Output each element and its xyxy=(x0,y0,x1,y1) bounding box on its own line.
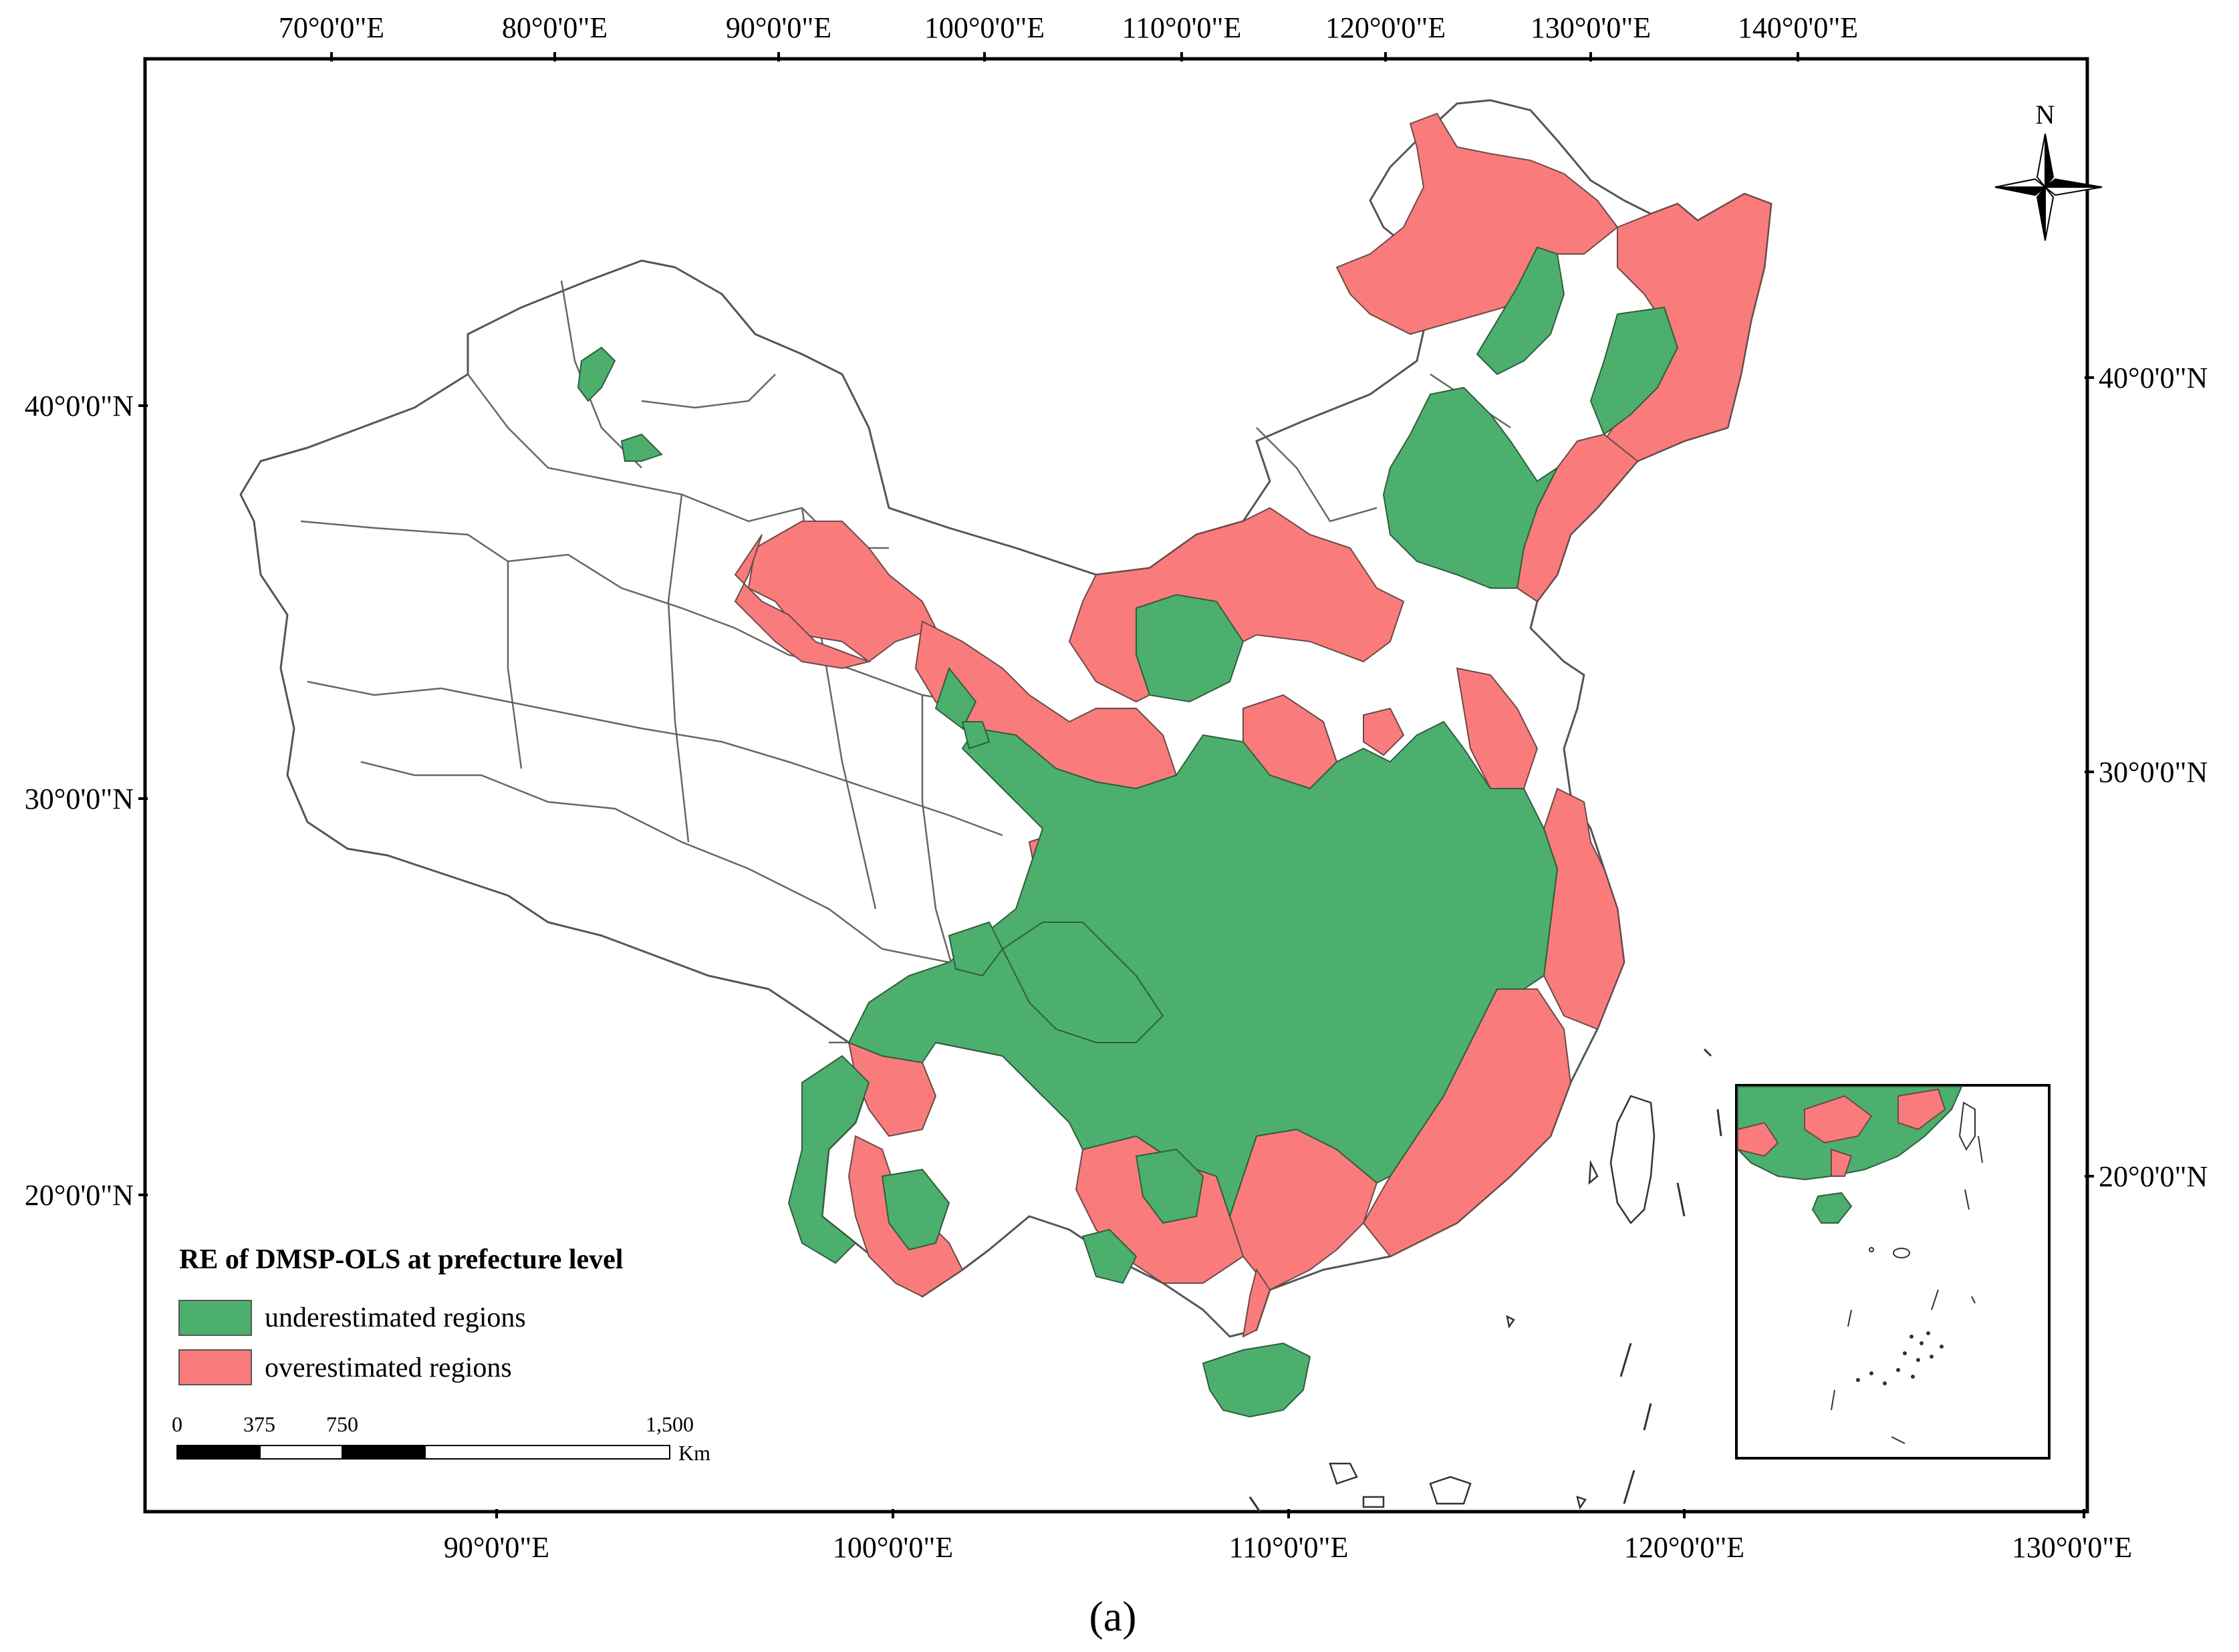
north-arrow: N xyxy=(1994,100,2103,241)
inset-overestimated xyxy=(1737,1088,1946,1177)
left-tick-label: 20°0'0"N xyxy=(25,1179,134,1212)
inset-taiwan xyxy=(1958,1101,1976,1151)
bottom-tick-label: 90°0'0"E xyxy=(444,1531,549,1564)
top-tick-label: 140°0'0"E xyxy=(1738,11,1858,44)
underestimated-region xyxy=(934,666,977,730)
inset-spratly-dots xyxy=(1856,1331,1944,1385)
legend-label-overestimated: overestimated regions xyxy=(265,1353,512,1383)
legend-swatch-underestimated xyxy=(178,1300,252,1336)
top-tick-label: 130°0'0"E xyxy=(1531,11,1651,44)
scale-label: 0 xyxy=(172,1412,182,1436)
left-tick-label: 30°0'0"N xyxy=(25,783,134,815)
inset-hainan xyxy=(1811,1192,1853,1224)
bottom-tick-label: 130°0'0"E xyxy=(2012,1531,2132,1564)
inset-map xyxy=(1735,1084,2051,1460)
legend-swatch-overestimated xyxy=(178,1349,252,1385)
underestimated-region xyxy=(881,1168,950,1251)
underestimated-region xyxy=(1382,386,1559,589)
underestimated-region xyxy=(847,720,1559,1219)
inset-islands xyxy=(1831,1135,1983,1444)
underestimated-region xyxy=(1135,1148,1204,1224)
right-tick-label: 20°0'0"N xyxy=(2099,1160,2208,1193)
legend-title: RE of DMSP-OLS at prefecture level xyxy=(179,1244,623,1275)
overestimated-region xyxy=(1363,707,1405,756)
north-label: N xyxy=(2036,100,2055,130)
left-axis: 40°0'0"N 30°0'0"N 20°0'0"N xyxy=(25,390,148,1212)
islands xyxy=(1329,1095,1656,1510)
underestimated-region xyxy=(948,921,1004,977)
underestimated-region xyxy=(577,346,616,402)
bottom-tick-label: 120°0'0"E xyxy=(1624,1531,1744,1564)
underestimated-regions xyxy=(577,246,1679,1418)
top-axis: 70°0'0"E 80°0'0"E 90°0'0"E 100°0'0"E 110… xyxy=(279,11,1858,61)
underestimated-region xyxy=(961,721,991,750)
bottom-tick-label: 110°0'0"E xyxy=(1229,1531,1349,1564)
top-tick-label: 100°0'0"E xyxy=(924,11,1045,44)
compass-rose-icon xyxy=(1994,133,2103,241)
underestimated-region xyxy=(1081,1228,1138,1284)
overestimated-region xyxy=(734,534,872,670)
top-tick-label: 70°0'0"E xyxy=(279,11,384,44)
scale-label: 1,500 xyxy=(646,1412,694,1436)
scale-bar: 0 375 750 1,500 Km xyxy=(172,1412,710,1465)
bottom-tick-label: 100°0'0"E xyxy=(833,1531,953,1564)
left-tick-label: 40°0'0"N xyxy=(25,390,134,422)
overestimated-region xyxy=(1242,1268,1271,1338)
underestimated-region xyxy=(1136,593,1244,703)
underestimated-region xyxy=(787,1055,870,1264)
top-tick-label: 90°0'0"E xyxy=(726,11,831,44)
bottom-axis: 90°0'0"E 100°0'0"E 110°0'0"E 120°0'0"E 1… xyxy=(444,1509,2132,1564)
top-tick-label: 120°0'0"E xyxy=(1325,11,1446,44)
underestimated-region xyxy=(1001,922,1164,1043)
right-tick-label: 40°0'0"N xyxy=(2099,362,2208,394)
underestimated-region xyxy=(1476,246,1565,376)
right-tick-label: 30°0'0"N xyxy=(2099,756,2208,789)
scale-label: 750 xyxy=(326,1412,358,1436)
top-tick-label: 80°0'0"E xyxy=(502,11,608,44)
legend: RE of DMSP-OLS at prefecture level under… xyxy=(178,1244,623,1385)
legend-label-underestimated: underestimated regions xyxy=(265,1302,526,1333)
taiwan-outline xyxy=(1609,1095,1656,1224)
top-tick-label: 110°0'0"E xyxy=(1122,11,1242,44)
right-axis: 40°0'0"N 30°0'0"N 20°0'0"N xyxy=(2085,362,2208,1193)
overestimated-region xyxy=(1456,667,1539,789)
underestimated-region xyxy=(1589,306,1679,436)
figure-caption: (a) xyxy=(1089,1593,1136,1640)
underestimated-region xyxy=(620,433,663,462)
underestimated-region xyxy=(1202,1342,1311,1418)
scale-unit: Km xyxy=(678,1441,710,1465)
scale-label: 375 xyxy=(243,1412,275,1436)
sea-boundary-dashes xyxy=(1248,1048,1722,1512)
